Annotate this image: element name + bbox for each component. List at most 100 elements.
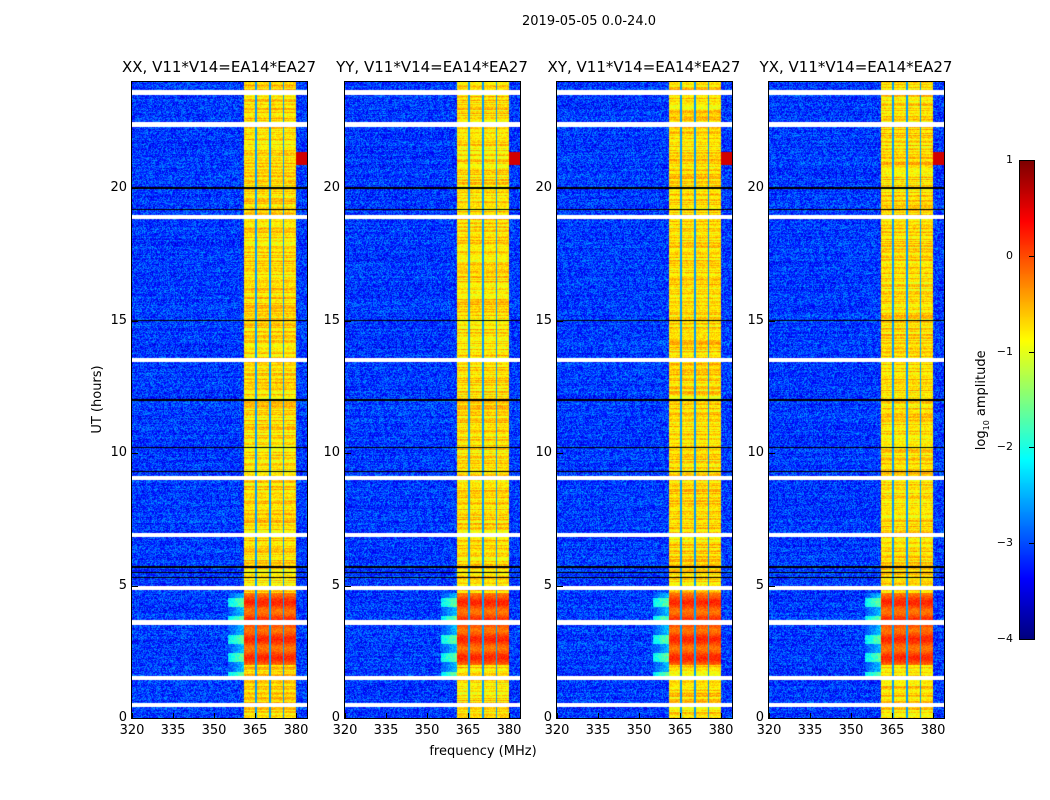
heatmap-image: [769, 82, 944, 718]
colorbar-tick-label: −4: [996, 632, 1013, 645]
colorbar-label-rest: amplitude: [974, 350, 990, 421]
spectrogram-panel: [131, 81, 308, 719]
x-tick-label: 365: [455, 723, 481, 738]
colorbar-tick-label: −3: [996, 536, 1013, 550]
x-tick-label: 380: [708, 723, 734, 738]
y-tick-mark: [132, 718, 138, 719]
x-tick-label: 320: [119, 723, 145, 738]
x-tick-mark: [933, 713, 935, 719]
x-tick-label: 335: [585, 723, 611, 738]
x-tick-mark: [427, 713, 429, 719]
panel-title: YX, V11*V14=EA14*EA27: [759, 58, 953, 76]
colorbar-tick-mark: [1029, 543, 1034, 545]
y-tick-label: 10: [535, 445, 552, 460]
y-tick-label: 0: [118, 710, 127, 725]
x-tick-label: 320: [756, 723, 782, 738]
y-tick-label: 5: [118, 577, 127, 593]
x-tick-label: 320: [332, 723, 358, 738]
y-tick-mark: [345, 188, 351, 189]
x-tick-mark: [769, 713, 770, 719]
y-tick-mark: [769, 188, 775, 189]
y-tick-label: 5: [755, 577, 764, 593]
y-tick-label: 20: [323, 180, 340, 195]
y-tick-label: 0: [543, 710, 552, 725]
x-tick-label: 335: [373, 723, 399, 738]
x-tick-label: 350: [201, 723, 227, 738]
colorbar-tick-mark: [1029, 447, 1034, 449]
colorbar-tick-label: −1: [996, 344, 1013, 358]
spectrogram-panel: [556, 81, 733, 719]
y-tick-mark: [557, 188, 563, 189]
x-tick-mark: [255, 713, 257, 719]
x-tick-label: 365: [667, 723, 693, 738]
colorbar-tick-label: 1: [1006, 153, 1013, 166]
x-tick-label: 365: [242, 723, 268, 738]
y-tick-mark: [557, 585, 563, 587]
colorbar-tick-mark: [1029, 351, 1034, 353]
panel-title: YY, V11*V14=EA14*EA27: [336, 58, 528, 76]
y-tick-mark: [132, 320, 138, 322]
y-tick-label: 15: [110, 312, 127, 328]
y-axis-label: UT (hours): [90, 365, 105, 434]
y-tick-mark: [345, 718, 351, 719]
x-tick-label: 320: [544, 723, 570, 738]
heatmap-image: [557, 82, 732, 718]
x-tick-mark: [345, 713, 346, 719]
x-tick-mark: [214, 713, 216, 719]
x-tick-mark: [680, 713, 682, 719]
x-tick-mark: [468, 713, 470, 719]
x-tick-label: 380: [496, 723, 522, 738]
x-tick-label: 380: [920, 723, 946, 738]
y-tick-label: 15: [323, 312, 340, 328]
y-tick-label: 10: [747, 445, 764, 460]
y-tick-label: 10: [323, 445, 340, 460]
y-tick-label: 5: [331, 577, 340, 593]
x-tick-mark: [557, 713, 558, 719]
x-tick-label: 350: [626, 723, 652, 738]
y-tick-label: 15: [747, 312, 764, 328]
y-tick-mark: [345, 320, 351, 322]
x-tick-label: 365: [879, 723, 905, 738]
colorbar-tick-label: 0: [1006, 248, 1013, 262]
colorbar-label-sub: 10: [981, 420, 991, 431]
x-tick-mark: [296, 713, 298, 719]
y-tick-mark: [345, 453, 351, 454]
colorbar-tick-label: −2: [996, 440, 1013, 454]
y-tick-mark: [769, 585, 775, 587]
x-tick-mark: [851, 713, 853, 719]
y-tick-mark: [557, 453, 563, 454]
y-tick-mark: [345, 585, 351, 587]
y-tick-label: 0: [755, 710, 764, 725]
y-tick-mark: [769, 718, 775, 719]
panel-title: XX, V11*V14=EA14*EA27: [121, 58, 316, 76]
y-tick-mark: [132, 453, 138, 454]
x-tick-mark: [598, 713, 600, 719]
x-tick-mark: [132, 713, 133, 719]
x-tick-label: 335: [160, 723, 186, 738]
y-tick-mark: [769, 320, 775, 322]
panel-title: XY, V11*V14=EA14*EA27: [547, 58, 741, 76]
x-tick-mark: [386, 713, 388, 719]
spectrogram-panel: [768, 81, 945, 719]
y-tick-label: 10: [110, 445, 127, 460]
y-tick-label: 15: [535, 312, 552, 328]
x-tick-label: 350: [838, 723, 864, 738]
y-tick-mark: [557, 718, 563, 719]
y-tick-label: 0: [331, 710, 340, 725]
spectrogram-panel: [344, 81, 521, 719]
x-axis-label: frequency (MHz): [429, 744, 537, 759]
y-tick-label: 20: [110, 180, 127, 195]
x-tick-mark: [173, 713, 175, 719]
y-tick-label: 20: [535, 180, 552, 195]
x-tick-mark: [721, 713, 723, 719]
x-tick-mark: [892, 713, 894, 719]
x-tick-mark: [810, 713, 812, 719]
colorbar-tick-mark: [1029, 255, 1034, 257]
colorbar: [1019, 160, 1035, 640]
x-tick-label: 380: [283, 723, 309, 738]
heatmap-image: [345, 82, 520, 718]
colorbar-tick-mark: [1029, 639, 1034, 640]
x-tick-mark: [509, 713, 511, 719]
heatmap-image: [132, 82, 307, 718]
